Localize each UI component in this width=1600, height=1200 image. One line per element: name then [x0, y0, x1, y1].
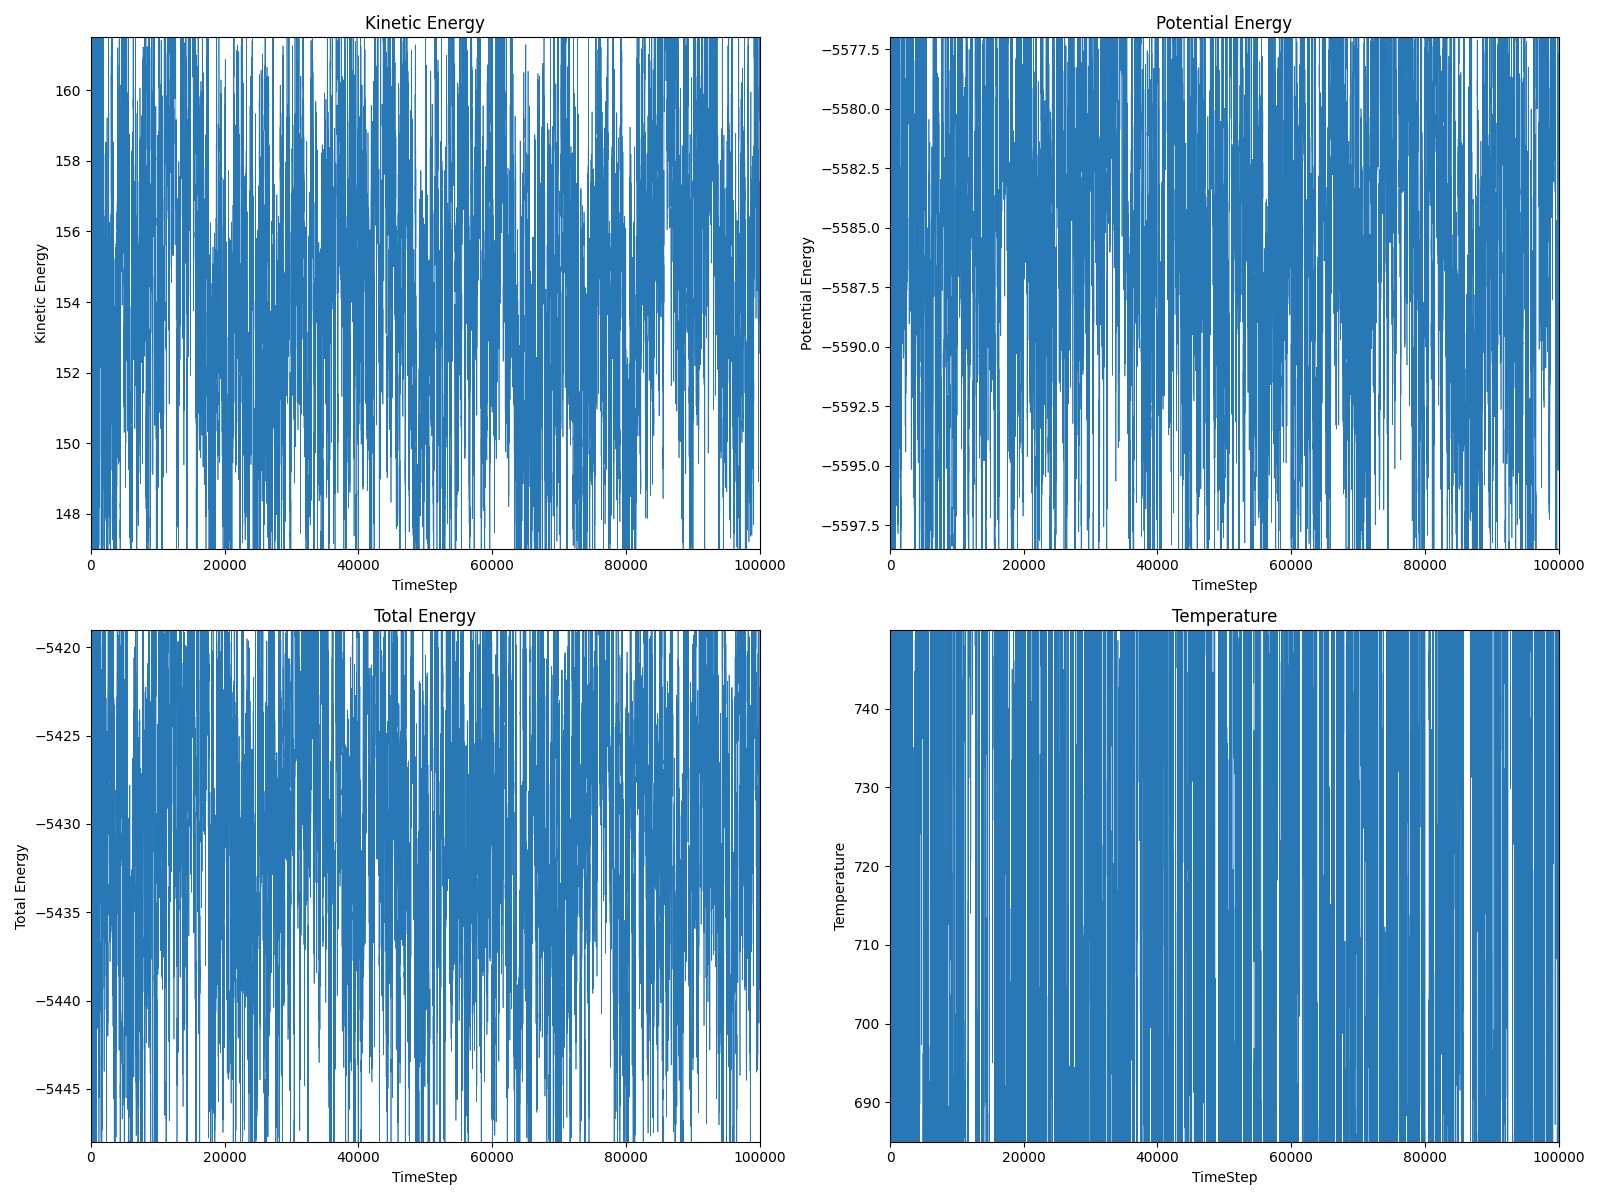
Title: Potential Energy: Potential Energy [1157, 14, 1293, 32]
Title: Total Energy: Total Energy [374, 607, 477, 625]
Title: Kinetic Energy: Kinetic Energy [365, 14, 485, 32]
X-axis label: TimeStep: TimeStep [392, 578, 458, 593]
X-axis label: TimeStep: TimeStep [392, 1171, 458, 1184]
Y-axis label: Potential Energy: Potential Energy [802, 236, 814, 350]
Title: Temperature: Temperature [1171, 607, 1277, 625]
Y-axis label: Total Energy: Total Energy [14, 842, 29, 929]
X-axis label: TimeStep: TimeStep [1192, 1171, 1258, 1184]
X-axis label: TimeStep: TimeStep [1192, 578, 1258, 593]
Y-axis label: Temperature: Temperature [834, 841, 848, 930]
Y-axis label: Kinetic Energy: Kinetic Energy [35, 244, 50, 343]
